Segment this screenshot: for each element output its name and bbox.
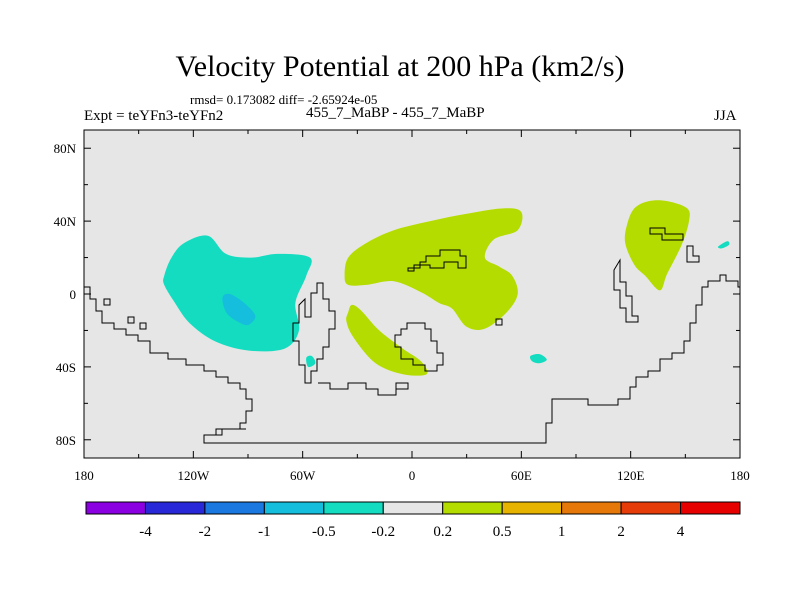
colorbar-swatch-5 — [382, 501, 444, 515]
colorbar-label-9: 4 — [677, 524, 685, 540]
colorbar-swatch-2 — [204, 501, 265, 515]
coastline-antarctica-west — [203, 428, 246, 443]
y-tick-label: 0 — [70, 287, 77, 302]
region-eastern-pacific-core — [222, 293, 256, 326]
colorbar-label-7: 1 — [558, 524, 566, 540]
colorbar-swatch-4 — [323, 501, 384, 515]
y-tick-label: 80S — [56, 433, 76, 448]
colorbar-swatch-3 — [263, 501, 325, 515]
colorbar-label-4: -0.2 — [371, 524, 395, 540]
colorbar-label-2: -1 — [258, 524, 271, 540]
axes: 180 120W 60W 0 60E 120E 180 80N 40N 0 40S 80S — [54, 130, 750, 483]
colorbar-swatch-7 — [501, 501, 563, 515]
region-atlantic-positive — [346, 304, 428, 376]
x-tick-label: 60W — [290, 468, 316, 483]
run-pair-label: 455_7_MaBP - 455_7_MaBP — [306, 105, 485, 121]
coastline-caribbean — [318, 382, 409, 396]
coastline-indian-island — [495, 318, 503, 326]
coastline-japan — [649, 227, 684, 241]
chart-title: Velocity Potential at 200 hPa (km2/s) — [175, 50, 625, 83]
coastline-contours — [84, 227, 740, 444]
colorbar-label-6: 0.5 — [493, 524, 512, 540]
region-eastern-pacific-negative — [163, 235, 312, 352]
colorbar-swatch-1 — [144, 501, 206, 515]
x-tick-label: 0 — [409, 468, 416, 483]
x-tick-label: 60E — [511, 468, 532, 483]
experiment-label: Expt = teYFn3-teYFn2 — [84, 108, 224, 124]
coastline-pacific-rim — [686, 245, 700, 263]
colorbar-label-8: 2 — [617, 524, 625, 540]
coastline-africa — [394, 322, 444, 372]
region-africa-europe-positive — [344, 208, 523, 330]
stats-line: rmsd= 0.173082 diff= -2.65924e-05 — [190, 92, 378, 107]
colorbar-label-1: -2 — [199, 524, 212, 540]
colorbar-swatch-0 — [85, 501, 146, 515]
x-tick-label: 180 — [730, 468, 750, 483]
colorbar-label-3: -0.5 — [312, 524, 336, 540]
shaded-regions — [163, 200, 730, 376]
y-tick-label: 40S — [56, 360, 76, 375]
season-label: JJA — [714, 108, 737, 124]
region-pacific-small-negative — [717, 241, 730, 249]
colorbar: -4 -2 -1 -0.5 -0.2 0.2 0.5 1 2 4 — [85, 501, 741, 540]
region-indian-ocean-small-negative — [529, 353, 547, 364]
plot-area — [83, 129, 741, 459]
coastline-mediterranean — [407, 249, 467, 272]
colorbar-swatch-8 — [561, 501, 622, 515]
colorbar-label-0: -4 — [139, 524, 152, 540]
colorbar-swatch-9 — [620, 501, 682, 515]
colorbar-swatch-10 — [680, 501, 741, 515]
y-tick-label: 40N — [54, 214, 77, 229]
colorbar-swatch-6 — [442, 501, 503, 515]
y-tick-label: 80N — [54, 141, 77, 156]
x-tick-label: 120W — [177, 468, 210, 483]
x-tick-label: 180 — [74, 468, 94, 483]
region-western-pacific-positive — [624, 200, 690, 291]
coastline-south-america — [292, 282, 336, 384]
colorbar-label-5: 0.2 — [433, 524, 452, 540]
x-tick-label: 120E — [617, 468, 645, 483]
coastline-asia — [613, 258, 639, 323]
region-south-america-small-negative — [306, 355, 316, 368]
coastline-pacific-islands — [103, 298, 147, 330]
